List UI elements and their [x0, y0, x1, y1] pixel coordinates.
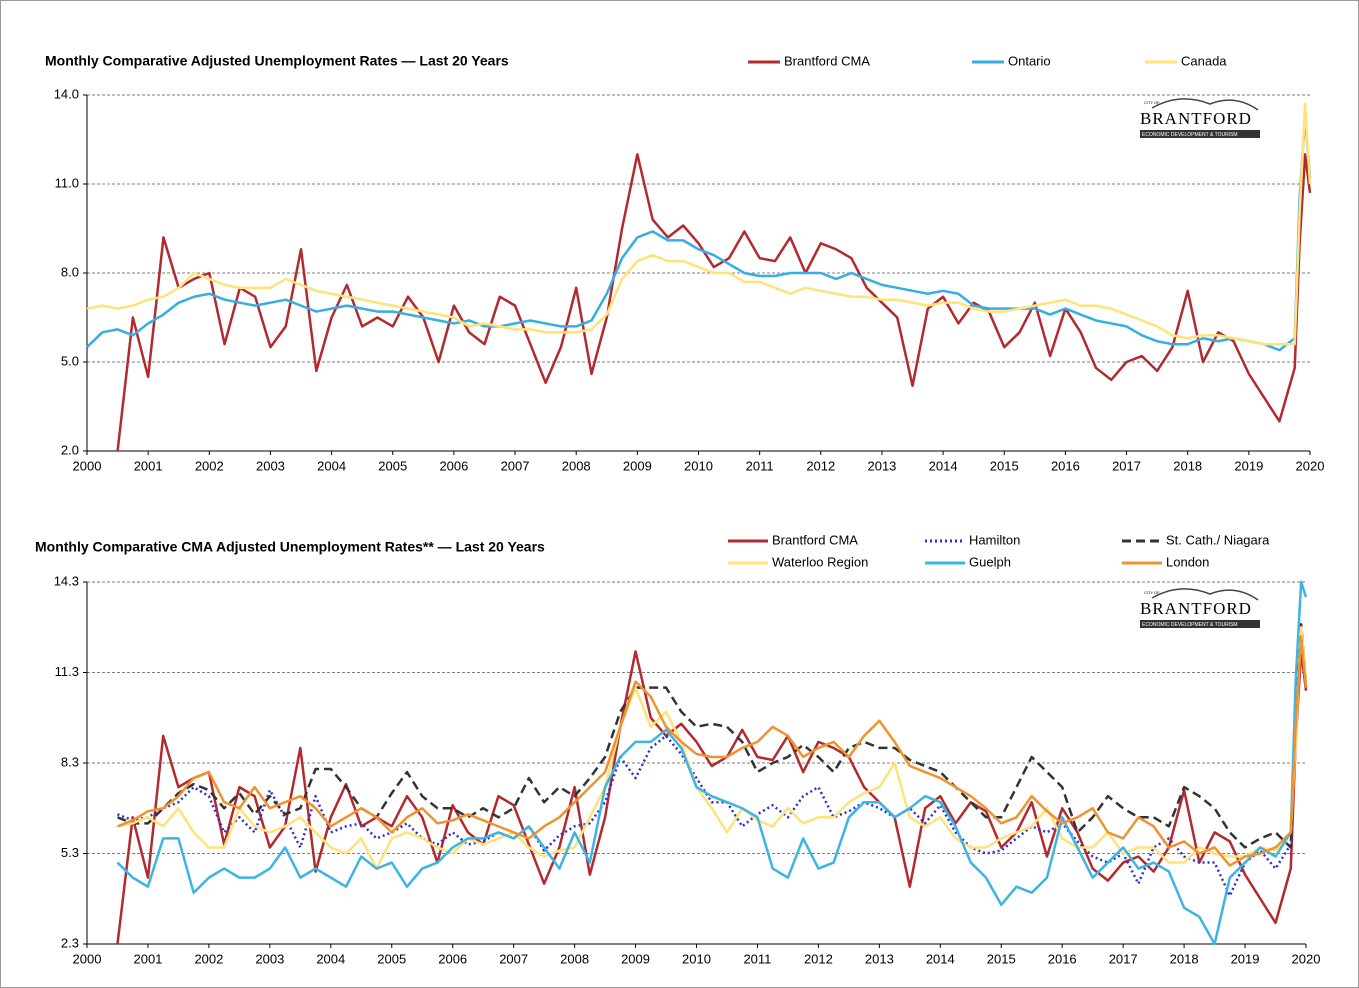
legend-label: Brantford CMA — [772, 532, 858, 547]
logo-tagline: ECONOMIC DEVELOPMENT & TOURISM — [1142, 622, 1238, 628]
x-tick-label: 2016 — [1051, 458, 1080, 473]
logo-name: BRANTFORD — [1140, 109, 1252, 128]
logo: CITY OF BRANTFORD ECONOMIC DEVELOPMENT & T… — [1140, 588, 1260, 628]
series-line — [86, 102, 1312, 346]
logo-name: BRANTFORD — [1140, 599, 1252, 618]
logo-tagline: ECONOMIC DEVELOPMENT & TOURISM — [1142, 132, 1238, 138]
legend-label: Ontario — [1008, 53, 1051, 68]
x-tick-label: 2020 — [1296, 458, 1325, 473]
series-line — [117, 635, 1308, 867]
x-tick-label: 2005 — [378, 458, 407, 473]
x-tick-label: 2013 — [867, 458, 896, 473]
x-tick-label: 2018 — [1173, 458, 1202, 473]
legend-label: Canada — [1181, 53, 1227, 68]
series-line — [116, 153, 1312, 452]
x-tick-label: 2009 — [621, 951, 650, 966]
logo-swoosh — [1151, 588, 1259, 601]
x-tick-label: 2005 — [377, 951, 406, 966]
logo-swoosh — [1151, 98, 1259, 111]
x-tick-label: 2010 — [684, 458, 713, 473]
y-tick-label: 11.3 — [55, 664, 79, 679]
x-tick-label: 2017 — [1112, 458, 1141, 473]
x-tick-label: 2018 — [1170, 951, 1199, 966]
legend-label: Brantford CMA — [784, 53, 870, 68]
x-tick-label: 2009 — [623, 458, 652, 473]
x-tick-label: 2008 — [562, 458, 591, 473]
logo-bar — [1140, 620, 1260, 628]
x-tick-label: 2003 — [256, 458, 285, 473]
chart-title: Monthly Comparative CMA Adjusted Unemplo… — [35, 539, 545, 555]
y-tick-label: 5.3 — [61, 845, 79, 860]
series-line — [117, 622, 1308, 849]
y-tick-label: 11.0 — [55, 175, 79, 190]
legend-label: Guelph — [969, 554, 1011, 569]
logo-small: CITY OF — [1144, 100, 1160, 105]
y-tick-label: 14.0 — [54, 86, 79, 101]
legend-label: London — [1166, 554, 1209, 569]
y-tick-label: 2.3 — [61, 935, 79, 950]
x-tick-label: 2011 — [743, 951, 771, 966]
x-tick-label: 2014 — [929, 458, 958, 473]
y-tick-label: 5.0 — [61, 353, 79, 368]
series-line — [117, 626, 1308, 870]
x-tick-label: 2006 — [439, 458, 468, 473]
x-tick-label: 2002 — [195, 458, 224, 473]
x-tick-label: 2020 — [1292, 951, 1321, 966]
x-tick-label: 2019 — [1231, 951, 1260, 966]
x-tick-label: 2000 — [73, 951, 102, 966]
x-tick-label: 2002 — [194, 951, 223, 966]
y-tick-label: 14.3 — [54, 573, 79, 588]
logo: CITY OF BRANTFORD ECONOMIC DEVELOPMENT & T… — [1140, 98, 1260, 138]
x-tick-label: 2010 — [682, 951, 711, 966]
x-tick-label: 2006 — [438, 951, 467, 966]
x-tick-label: 2008 — [560, 951, 589, 966]
x-tick-label: 2012 — [806, 458, 835, 473]
x-tick-label: 2004 — [317, 458, 346, 473]
series-line — [116, 580, 1308, 946]
x-tick-label: 2004 — [316, 951, 345, 966]
x-tick-label: 2007 — [499, 951, 528, 966]
x-tick-label: 2015 — [990, 458, 1019, 473]
legend-label: St. Cath./ Niagara — [1166, 532, 1270, 547]
x-tick-label: 2001 — [133, 951, 162, 966]
x-tick-label: 2016 — [1048, 951, 1077, 966]
x-tick-label: 2003 — [255, 951, 284, 966]
x-tick-label: 2014 — [926, 951, 955, 966]
x-tick-label: 2015 — [987, 951, 1016, 966]
legend-label: Hamilton — [969, 532, 1020, 547]
logo-bar — [1140, 130, 1260, 138]
x-tick-label: 2000 — [73, 458, 102, 473]
y-tick-label: 8.0 — [61, 264, 79, 279]
x-tick-label: 2012 — [804, 951, 833, 966]
x-tick-label: 2019 — [1234, 458, 1263, 473]
x-tick-label: 2007 — [501, 458, 530, 473]
x-tick-label: 2001 — [134, 458, 163, 473]
series-line — [86, 114, 1312, 352]
legend-label: Waterloo Region — [772, 554, 868, 569]
chart-title: Monthly Comparative Adjusted Unemploymen… — [45, 53, 509, 69]
y-tick-label: 2.0 — [61, 442, 79, 457]
logo-small: CITY OF — [1144, 590, 1160, 595]
x-tick-label: 2017 — [1109, 951, 1138, 966]
x-tick-label: 2011 — [746, 458, 774, 473]
y-tick-label: 8.3 — [61, 754, 79, 769]
x-tick-label: 2013 — [865, 951, 894, 966]
